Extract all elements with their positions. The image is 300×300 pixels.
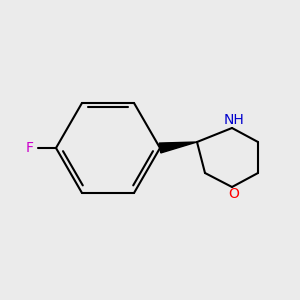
- Text: F: F: [26, 141, 34, 155]
- Text: O: O: [229, 187, 239, 201]
- Polygon shape: [159, 142, 197, 153]
- Text: NH: NH: [224, 113, 244, 127]
